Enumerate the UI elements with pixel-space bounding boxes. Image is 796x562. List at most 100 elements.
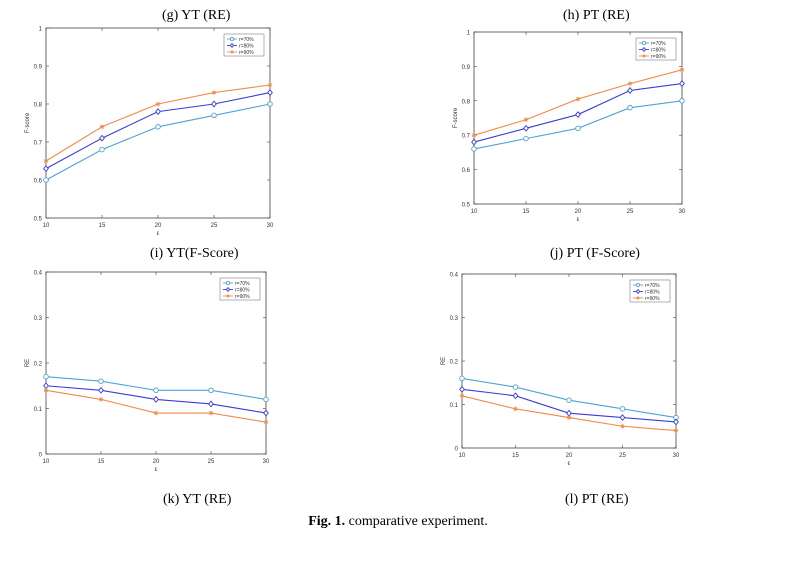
y-tick-label: 0.4 xyxy=(450,273,459,279)
data-point-circle xyxy=(267,101,273,107)
x-tick-label: 25 xyxy=(208,459,215,465)
x-axis-label: ε xyxy=(577,217,580,223)
x-axis-label: ε xyxy=(568,461,571,467)
data-point-star xyxy=(642,54,646,58)
data-point-circle xyxy=(43,177,49,183)
legend-label: r=90% xyxy=(239,50,254,56)
y-tick-label: 0.8 xyxy=(462,99,471,105)
data-point-circle xyxy=(99,146,105,153)
data-point-circle xyxy=(635,282,641,288)
data-point-star xyxy=(99,124,105,130)
data-point-star xyxy=(636,296,640,300)
data-point-circle xyxy=(566,397,572,403)
y-tick-label: 0.3 xyxy=(34,316,43,322)
legend-label: r=80% xyxy=(239,43,254,49)
x-tick-label: 10 xyxy=(43,223,50,229)
legend-label: r=80% xyxy=(235,287,250,293)
data-point-circle xyxy=(641,40,647,46)
data-point-diamond xyxy=(229,42,235,49)
legend-box xyxy=(629,279,671,303)
data-point-star xyxy=(98,397,104,402)
y-tick-label: 0.5 xyxy=(462,203,471,209)
data-point-circle xyxy=(208,387,214,394)
data-point-diamond xyxy=(471,138,477,146)
data-point-diamond xyxy=(225,286,231,293)
y-tick-label: 0.8 xyxy=(34,103,43,109)
data-point-circle xyxy=(263,396,269,403)
panel-title-k: (k) YT (RE) xyxy=(163,492,232,507)
legend-label: r=90% xyxy=(645,296,660,302)
data-point-circle xyxy=(153,387,159,394)
x-tick-label: 10 xyxy=(43,459,50,465)
data-point-star xyxy=(226,294,230,298)
y-axis-label: RE xyxy=(25,359,31,367)
y-tick-label: 0.9 xyxy=(462,65,471,71)
chart-yt-re: 0 0.1 0.2 0.3 0.4 10 15 20 25 30 ε RE r=70%r=80%r=90… xyxy=(25,271,270,474)
y-axis-label: F-score xyxy=(453,107,459,128)
x-tick-label: 10 xyxy=(471,209,478,215)
y-tick-label: 0.1 xyxy=(450,403,459,409)
data-point-diamond xyxy=(459,385,465,393)
y-tick-label: 1 xyxy=(39,27,43,33)
x-tick-label: 30 xyxy=(679,209,686,215)
data-point-diamond xyxy=(155,108,161,116)
data-point-circle xyxy=(459,375,465,382)
data-point-circle xyxy=(679,98,685,104)
x-tick-label: 15 xyxy=(512,453,519,459)
x-tick-label: 30 xyxy=(673,453,680,459)
y-tick-label: 1 xyxy=(467,31,471,37)
data-point-diamond xyxy=(98,386,104,394)
data-point-star xyxy=(620,423,625,429)
y-tick-label: 0 xyxy=(455,447,459,453)
data-point-circle xyxy=(627,104,633,111)
plot-frame xyxy=(45,27,271,219)
panel-title-l: (l) PT (RE) xyxy=(565,492,629,507)
data-point-circle xyxy=(575,125,581,132)
data-point-diamond xyxy=(512,392,519,400)
x-tick-label: 20 xyxy=(155,223,162,229)
y-axis-label: RE xyxy=(441,357,447,365)
data-point-diamond xyxy=(523,124,529,132)
data-point-star xyxy=(513,406,518,412)
y-tick-label: 0.1 xyxy=(34,407,43,413)
y-tick-label: 0.2 xyxy=(450,360,459,366)
legend-label: r=80% xyxy=(645,289,660,295)
x-tick-label: 25 xyxy=(211,223,218,229)
x-tick-label: 30 xyxy=(267,223,274,229)
data-point-diamond xyxy=(263,409,269,417)
caption-label: Fig. 1. xyxy=(308,514,346,529)
data-point-diamond xyxy=(208,400,214,408)
data-point-star xyxy=(566,415,572,420)
x-tick-label: 25 xyxy=(619,453,626,459)
data-point-star xyxy=(43,158,49,164)
data-point-circle xyxy=(512,384,519,390)
data-point-diamond xyxy=(619,414,626,422)
data-point-diamond xyxy=(679,80,685,88)
data-point-star xyxy=(627,81,633,86)
panel-title-j: (j) PT (F-Score) xyxy=(550,246,640,261)
y-tick-label: 0.3 xyxy=(450,316,459,322)
data-point-star xyxy=(673,428,679,433)
panel-title-h: (h) PT (RE) xyxy=(563,8,630,23)
data-point-circle xyxy=(471,146,477,152)
data-point-star xyxy=(43,388,49,393)
data-point-circle xyxy=(211,112,217,119)
legend-label: r=90% xyxy=(235,294,250,300)
legend-label: r=70% xyxy=(651,41,666,47)
legend-label: r=70% xyxy=(645,283,660,289)
data-point-star xyxy=(153,410,159,416)
caption-text: comparative experiment. xyxy=(345,514,488,529)
y-tick-label: 0.6 xyxy=(462,168,471,174)
data-point-star xyxy=(523,117,529,123)
data-point-circle xyxy=(43,373,49,380)
y-tick-label: 0 xyxy=(39,453,43,459)
x-tick-label: 25 xyxy=(627,209,634,215)
legend-box xyxy=(635,37,677,61)
data-point-star xyxy=(263,419,269,425)
data-point-circle xyxy=(619,406,626,412)
data-point-diamond xyxy=(267,89,273,97)
y-tick-label: 0.7 xyxy=(34,141,43,147)
data-point-diamond xyxy=(575,111,581,119)
data-point-star xyxy=(230,50,234,54)
